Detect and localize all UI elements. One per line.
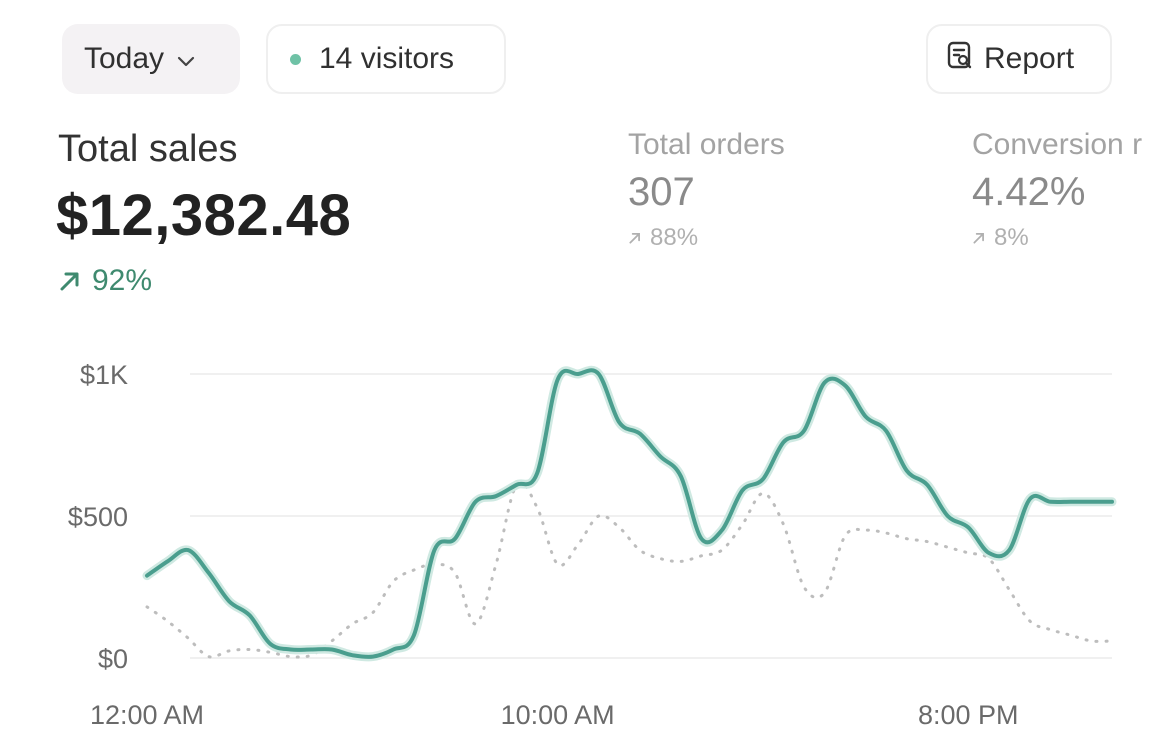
report-icon — [946, 40, 974, 78]
conversion-label: Conversion r — [972, 128, 1143, 161]
conversion-value: 4.42% — [972, 170, 1086, 214]
x-tick-label: 8:00 PM — [918, 700, 1019, 730]
chevron-down-icon — [176, 42, 196, 76]
total-orders-change: 88% — [628, 224, 698, 252]
trend-up-icon — [629, 233, 640, 244]
conversion-change: 8% — [972, 224, 1029, 252]
total-orders-change-value: 88% — [650, 224, 699, 251]
conversion-change-value: 8% — [994, 224, 1029, 251]
y-tick-label: $500 — [68, 502, 128, 532]
sales-series-line — [145, 368, 1114, 659]
x-tick-label: 12:00 AM — [90, 700, 204, 730]
total-orders-value: 307 — [628, 170, 695, 214]
total-sales-value: $12,382.48 — [56, 183, 352, 248]
period-selector[interactable]: Today — [62, 24, 240, 94]
sales-chart: $0 $500 $1K 12:00 AM 10:00 AM 8:00 PM — [68, 360, 1117, 730]
trend-up-icon — [973, 233, 984, 244]
total-sales-change: 92% — [58, 264, 152, 298]
y-tick-label: $1K — [80, 360, 128, 390]
x-tick-label: 10:00 AM — [501, 700, 615, 730]
visitors-label: 14 visitors — [319, 42, 455, 75]
total-orders-label: Total orders — [628, 128, 785, 161]
y-tick-label: $0 — [98, 644, 128, 674]
total-sales-change-value: 92% — [92, 264, 153, 297]
visitors-button[interactable]: 14 visitors — [266, 24, 506, 94]
report-button[interactable]: Report — [926, 24, 1112, 94]
comparison-series-line — [145, 480, 1114, 659]
total-sales-label: Total sales — [58, 128, 238, 170]
live-dot-icon — [290, 53, 301, 65]
sales-series-glow — [142, 365, 1117, 662]
report-label: Report — [984, 42, 1075, 75]
period-label: Today — [84, 42, 165, 75]
trend-up-icon — [60, 272, 79, 291]
